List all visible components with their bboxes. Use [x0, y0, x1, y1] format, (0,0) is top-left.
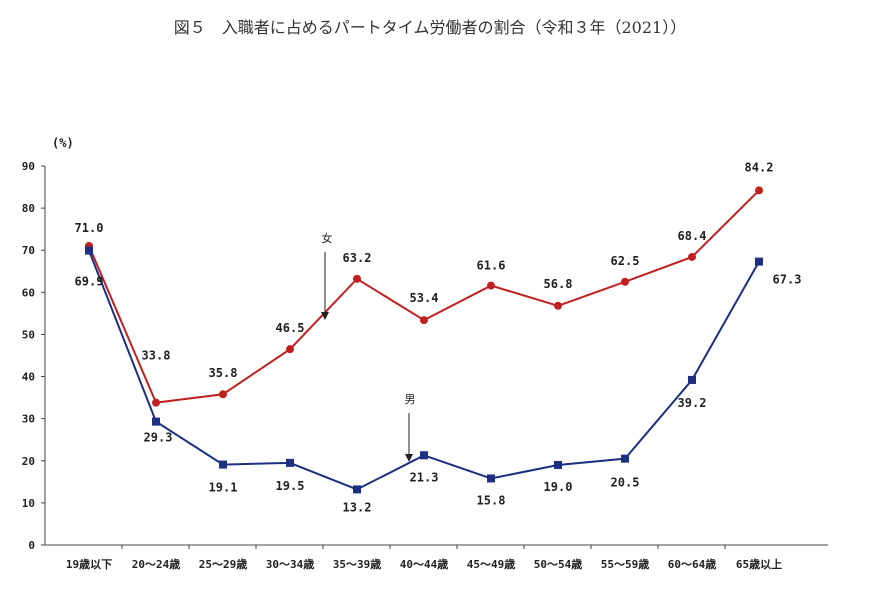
- data-point: [286, 458, 294, 467]
- y-tick-label: 40: [22, 371, 35, 384]
- data-label: 33.8: [142, 349, 171, 363]
- x-tick-label: 50～54歳: [534, 557, 583, 571]
- x-tick-label: 25～29歳: [199, 557, 248, 571]
- series-annotation-male: 男: [405, 393, 416, 406]
- arrow-head-icon: [321, 312, 329, 320]
- data-point: [621, 277, 629, 286]
- y-tick-label: 20: [22, 455, 35, 468]
- data-point: [353, 485, 361, 494]
- data-label: 62.5: [611, 254, 640, 268]
- data-point: [420, 451, 428, 460]
- data-point: [487, 474, 495, 483]
- data-point: [353, 274, 361, 283]
- series-annotation-female: 女: [322, 231, 333, 245]
- x-tick-label: 60～64歳: [668, 557, 717, 571]
- x-tick-label: 55～59歳: [601, 557, 650, 571]
- data-label: 15.8: [477, 493, 506, 507]
- data-label: 19.0: [544, 480, 573, 494]
- data-label: 84.2: [745, 160, 774, 174]
- data-point: [152, 417, 160, 426]
- y-tick-label: 80: [22, 202, 35, 215]
- data-label: 46.5: [276, 321, 305, 335]
- data-point: [85, 246, 93, 255]
- data-label: 19.5: [276, 479, 305, 493]
- x-tick-label: 19歳以下: [66, 557, 112, 571]
- y-tick-label: 30: [22, 413, 35, 426]
- y-tick-label: 60: [22, 286, 35, 299]
- y-tick-label: 50: [22, 328, 35, 341]
- chart-title: 図５ 入職者に占めるパートタイム労働者の割合（令和３年（2021））: [174, 18, 686, 37]
- y-tick-label: 10: [22, 497, 35, 510]
- data-label: 71.0: [75, 221, 104, 235]
- data-point: [487, 281, 495, 290]
- x-tick-label: 30～34歳: [266, 557, 315, 571]
- data-label: 69.9: [75, 275, 104, 289]
- data-point: [621, 454, 629, 463]
- y-tick-label: 70: [22, 244, 35, 257]
- data-label: 68.4: [678, 229, 707, 243]
- data-point: [755, 257, 763, 266]
- arrow-head-icon: [405, 454, 413, 462]
- data-point: [688, 375, 696, 384]
- x-tick-label: 45～49歳: [467, 557, 516, 571]
- x-tick-label: 35～39歳: [333, 557, 382, 571]
- data-point: [152, 398, 160, 407]
- data-label: 19.1: [209, 481, 238, 495]
- data-label: 61.6: [477, 259, 506, 273]
- data-label: 21.3: [410, 470, 439, 484]
- data-label: 63.2: [343, 251, 372, 265]
- data-point: [554, 460, 562, 469]
- data-point: [286, 345, 294, 354]
- x-tick-label: 40～44歳: [400, 557, 449, 571]
- data-label: 29.3: [144, 431, 173, 445]
- data-label: 35.8: [209, 366, 238, 380]
- data-label: 53.4: [410, 291, 439, 305]
- y-axis-unit: (%): [52, 136, 74, 150]
- data-point: [420, 316, 428, 325]
- data-label: 13.2: [343, 500, 372, 514]
- data-label: 56.8: [544, 277, 573, 291]
- data-point: [219, 390, 227, 399]
- data-point: [755, 186, 763, 195]
- data-label: 39.2: [678, 396, 707, 410]
- x-tick-label: 65歳以上: [736, 557, 782, 571]
- y-tick-label: 0: [28, 539, 35, 552]
- data-label: 67.3: [773, 273, 802, 287]
- data-point: [219, 460, 227, 469]
- y-tick-label: 90: [22, 160, 35, 173]
- data-point: [554, 301, 562, 310]
- x-tick-label: 20～24歳: [132, 557, 181, 571]
- data-point: [688, 252, 696, 261]
- data-label: 20.5: [611, 476, 640, 490]
